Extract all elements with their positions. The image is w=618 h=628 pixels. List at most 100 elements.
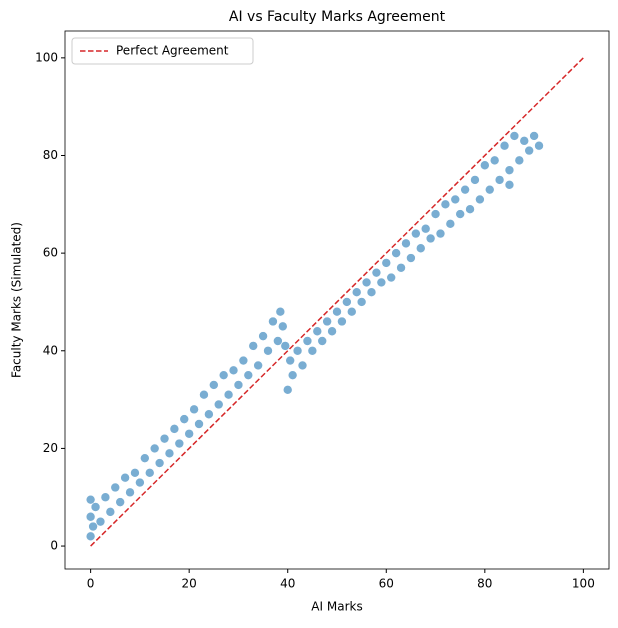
scatter-point bbox=[105, 507, 116, 517]
scatter-point bbox=[366, 287, 377, 297]
scatter-point bbox=[282, 385, 293, 395]
scatter-point bbox=[509, 131, 520, 141]
scatter-point bbox=[440, 199, 451, 210]
scatter-point bbox=[144, 468, 155, 478]
scatter-point bbox=[125, 487, 135, 498]
scatter-point bbox=[243, 370, 254, 380]
scatter-point bbox=[285, 355, 295, 366]
scatter-point bbox=[514, 155, 525, 166]
scatter-point bbox=[519, 136, 530, 146]
scatter-point bbox=[475, 194, 485, 205]
scatter-point bbox=[386, 272, 397, 283]
scatter-point bbox=[233, 380, 244, 390]
scatter-point bbox=[332, 306, 342, 317]
scatter-point bbox=[85, 531, 96, 542]
scatter-point bbox=[228, 365, 239, 376]
scatter-point bbox=[263, 345, 273, 356]
x-tick-label: 80 bbox=[477, 577, 492, 591]
scatter-point bbox=[337, 316, 347, 327]
scatter-point bbox=[376, 277, 387, 288]
scatter-point bbox=[194, 419, 204, 429]
scatter-point bbox=[149, 443, 160, 454]
scatter-point bbox=[258, 331, 268, 341]
scatter-point bbox=[110, 482, 121, 493]
scatter-point bbox=[499, 140, 510, 151]
scatter-point bbox=[287, 370, 298, 380]
scatter-point bbox=[504, 179, 515, 190]
y-tick-label: 20 bbox=[43, 441, 58, 455]
scatter-point bbox=[120, 472, 130, 483]
scatter-point bbox=[494, 175, 505, 185]
scatter-point bbox=[268, 316, 278, 327]
scatter-point bbox=[275, 306, 286, 317]
scatter-point bbox=[480, 160, 490, 171]
scatter-point bbox=[420, 223, 431, 234]
scatter-point bbox=[351, 287, 362, 297]
scatter-point bbox=[524, 145, 534, 156]
scatter-point bbox=[115, 497, 125, 507]
scatter-point bbox=[184, 428, 194, 439]
scatter-point bbox=[95, 516, 106, 527]
chart-title: AI vs Faculty Marks Agreement bbox=[229, 9, 446, 25]
y-tick-label: 80 bbox=[43, 148, 58, 162]
y-axis-label: Faculty Marks (Simulated) bbox=[10, 222, 24, 378]
scatter-point bbox=[317, 336, 328, 346]
plot-frame bbox=[64, 30, 610, 570]
y-tick-label: 0 bbox=[50, 539, 58, 553]
scatter-point bbox=[342, 297, 352, 307]
scatter-point bbox=[273, 336, 283, 346]
scatter-point bbox=[199, 389, 209, 400]
x-tick-label: 60 bbox=[379, 577, 394, 591]
scatter-point bbox=[154, 458, 165, 468]
scatter-point bbox=[450, 194, 461, 205]
y-tick-label: 100 bbox=[35, 50, 58, 64]
scatter-point bbox=[88, 521, 98, 532]
x-axis-label: AI Marks bbox=[311, 600, 362, 614]
scatter-point bbox=[302, 336, 313, 346]
scatter-point bbox=[85, 511, 96, 522]
legend-label: Perfect Agreement bbox=[116, 44, 229, 58]
scatter-point bbox=[277, 321, 288, 332]
scatter-point bbox=[140, 453, 150, 463]
scatter-point bbox=[204, 409, 214, 420]
scatter-point bbox=[253, 360, 263, 371]
scatter-point bbox=[529, 131, 539, 141]
x-tick-label: 0 bbox=[87, 577, 95, 591]
scatter-point bbox=[401, 238, 411, 249]
scatter-point bbox=[90, 502, 101, 512]
scatter-point bbox=[460, 184, 470, 195]
scatter-point bbox=[135, 477, 145, 488]
scatter-point bbox=[484, 184, 495, 195]
scatter-point bbox=[430, 209, 441, 219]
scatter-point bbox=[218, 370, 229, 380]
x-tick-label: 20 bbox=[182, 577, 197, 591]
scatter-point bbox=[209, 380, 219, 390]
scatter-point bbox=[371, 267, 382, 278]
scatter-point bbox=[411, 228, 421, 239]
scatter-point bbox=[213, 399, 224, 410]
scatter-point bbox=[130, 468, 140, 478]
scatter-point bbox=[292, 345, 303, 356]
scatter-point bbox=[164, 448, 175, 459]
scatter-point bbox=[307, 345, 318, 356]
scatter-point bbox=[425, 233, 436, 244]
scatter-point bbox=[361, 277, 372, 288]
scatter-point bbox=[470, 175, 480, 185]
scatter-point bbox=[327, 326, 337, 337]
scatter-point bbox=[455, 209, 465, 219]
scatter-point bbox=[406, 253, 416, 263]
x-tick-label: 100 bbox=[572, 577, 595, 591]
scatter-point bbox=[223, 389, 234, 400]
scatter-point bbox=[248, 341, 259, 351]
scatter-point bbox=[159, 433, 170, 444]
plot-area bbox=[85, 57, 584, 547]
scatter-point bbox=[356, 297, 367, 307]
scatter-point bbox=[297, 360, 308, 371]
scatter-point bbox=[169, 424, 180, 434]
reference-line bbox=[90, 57, 584, 547]
scatter-point bbox=[179, 414, 190, 424]
scatter-point bbox=[346, 306, 357, 317]
scatter-point bbox=[100, 492, 111, 503]
scatter-point bbox=[534, 140, 544, 151]
